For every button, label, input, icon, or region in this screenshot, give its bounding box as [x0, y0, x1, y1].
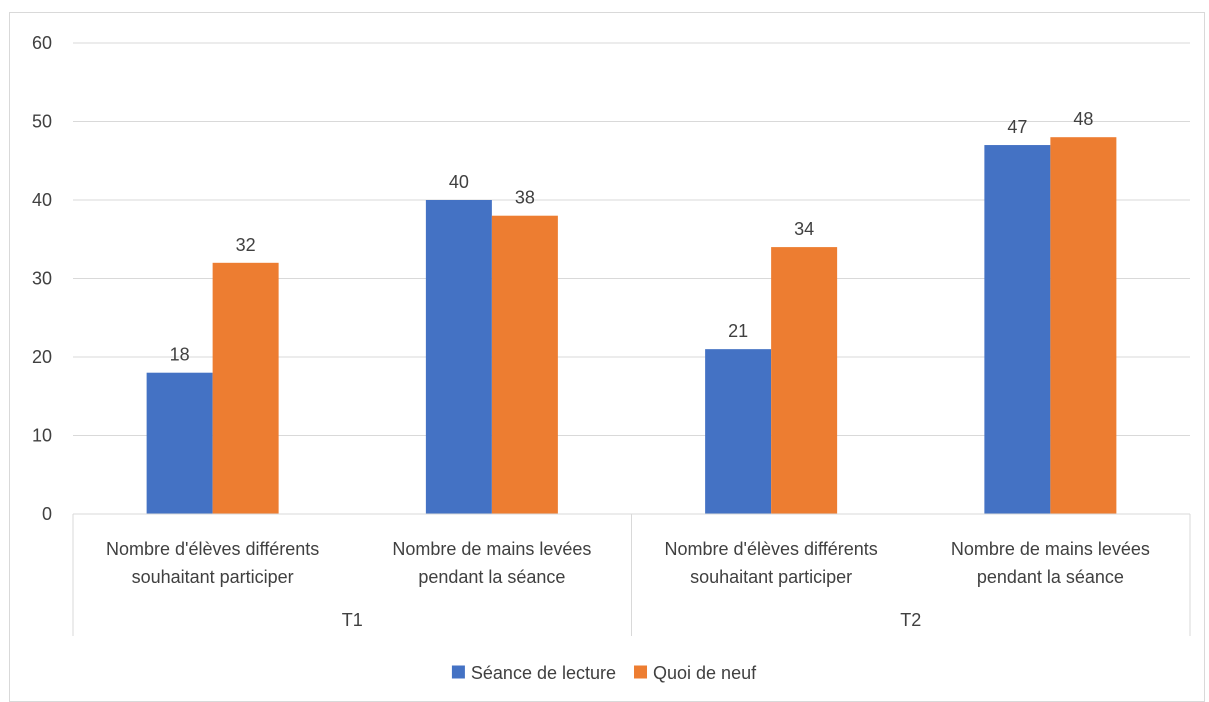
- data-label: 40: [449, 172, 469, 192]
- data-label: 47: [1007, 117, 1027, 137]
- legend-swatch: [634, 665, 648, 679]
- legend-label: Séance de lecture: [471, 663, 616, 683]
- y-axis-tick-labels: 0 10 20 30 40 50 60: [32, 33, 52, 524]
- data-label: 48: [1073, 109, 1093, 129]
- y-tick-label: 30: [32, 269, 52, 289]
- x-group-label: T2: [900, 610, 921, 630]
- data-label: 18: [170, 345, 190, 365]
- data-labels: 18 32 40 38 21 34 47 48: [170, 109, 1094, 365]
- y-tick-label: 10: [32, 426, 52, 446]
- legend: Séance de lecture Quoi de neuf: [451, 663, 757, 683]
- x-category-label-line1: Nombre de mains levées: [951, 539, 1150, 559]
- bar: [705, 349, 772, 514]
- data-label: 38: [515, 188, 535, 208]
- x-axis: Nombre d'élèves différents souhaitant par…: [72, 513, 1191, 636]
- x-category-label-line1: Nombre d'élèves différents: [106, 539, 319, 559]
- bar: [1050, 137, 1117, 514]
- y-tick-label: 50: [32, 112, 52, 132]
- bar: [146, 372, 213, 514]
- y-tick-label: 20: [32, 347, 52, 367]
- data-label: 34: [794, 219, 814, 239]
- legend-swatch: [451, 665, 465, 679]
- x-category-label-line1: Nombre d'élèves différents: [665, 539, 878, 559]
- y-tick-label: 0: [42, 504, 52, 524]
- x-category-label-line1: Nombre de mains levées: [392, 539, 591, 559]
- bars: [146, 137, 1117, 515]
- y-tick-label: 40: [32, 190, 52, 210]
- bar: [771, 247, 838, 514]
- x-category-label-line2: souhaitant participer: [690, 567, 852, 587]
- x-category-label-line2: souhaitant participer: [132, 567, 294, 587]
- x-category-label-line2: pendant la séance: [418, 567, 565, 587]
- x-category-label-line2: pendant la séance: [977, 567, 1124, 587]
- bar: [425, 200, 492, 514]
- bar: [984, 145, 1051, 515]
- data-label: 21: [728, 321, 748, 341]
- x-group-label: T1: [342, 610, 363, 630]
- legend-label: Quoi de neuf: [653, 663, 757, 683]
- bar: [212, 262, 279, 514]
- data-label: 32: [236, 235, 256, 255]
- bar: [491, 215, 558, 514]
- y-tick-label: 60: [32, 33, 52, 53]
